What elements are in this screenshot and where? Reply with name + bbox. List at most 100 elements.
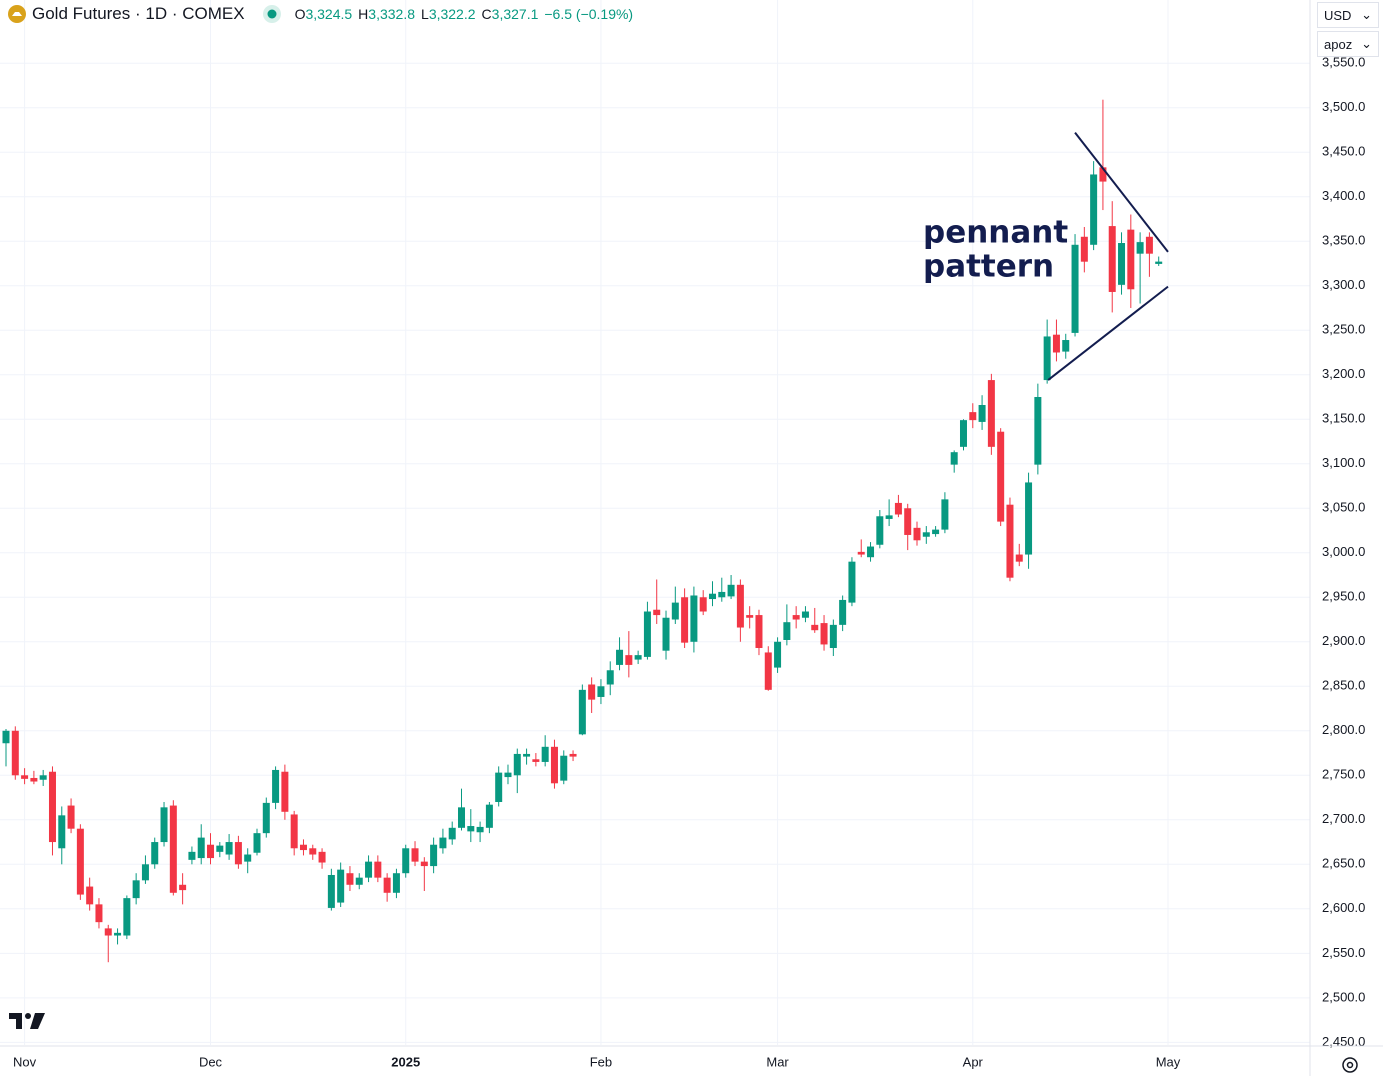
candle-body xyxy=(365,861,373,878)
candle-body xyxy=(439,837,447,849)
candle-body xyxy=(653,609,661,616)
candle-body xyxy=(616,649,624,665)
candle-body xyxy=(123,898,131,936)
candle-body xyxy=(411,848,419,862)
y-tick-label: 2,800.0 xyxy=(1322,722,1365,737)
candle-body xyxy=(1034,396,1042,465)
candle-body xyxy=(783,622,791,640)
candle-body xyxy=(792,615,800,620)
candle-body xyxy=(114,932,122,936)
candle-body xyxy=(885,515,893,519)
candle-body xyxy=(1080,236,1088,262)
candle-body xyxy=(430,844,438,867)
unit: apoz xyxy=(1324,36,1353,52)
ohlc-key: L xyxy=(421,6,429,22)
candle-body xyxy=(987,380,995,447)
y-tick-label: 2,450.0 xyxy=(1322,1034,1365,1049)
header: Gold Futures · 1D · COMEX O3,324.5 H3,332… xyxy=(8,4,633,24)
y-tick-label: 3,050.0 xyxy=(1322,500,1365,515)
y-tick-label: 2,700.0 xyxy=(1322,811,1365,826)
candle-body xyxy=(959,420,967,447)
x-tick-label: Feb xyxy=(590,1054,612,1069)
x-tick-label: Nov xyxy=(13,1054,37,1069)
annotation: pennant xyxy=(923,215,1068,251)
y-tick-label: 2,500.0 xyxy=(1322,989,1365,1004)
candle-body xyxy=(578,689,586,735)
candle-body xyxy=(1118,243,1126,285)
candle-body xyxy=(207,844,215,859)
candle-body xyxy=(541,746,549,762)
candle-body xyxy=(179,884,187,891)
candle-body xyxy=(913,527,921,541)
x-tick-label: Mar xyxy=(766,1054,789,1069)
x-tick-label: Apr xyxy=(963,1054,984,1069)
trendline xyxy=(1047,285,1169,381)
y-tick-label: 2,950.0 xyxy=(1322,589,1365,604)
candle-body xyxy=(681,597,689,643)
candle-body xyxy=(337,869,345,903)
candle-body xyxy=(485,804,493,828)
ohlc-item: H3,332.8 xyxy=(358,6,415,22)
status-dot xyxy=(262,5,281,23)
candle-body xyxy=(467,826,475,832)
ohlc: O3,324.5 H3,332.8 L3,322.2 C3,327.1 xyxy=(295,6,539,22)
y-tick-label: 2,650.0 xyxy=(1322,856,1365,871)
candle-body xyxy=(458,807,466,828)
settings-icon[interactable] xyxy=(1340,1055,1360,1075)
candle-body xyxy=(39,775,47,780)
currency-select[interactable]: USD ⌄ xyxy=(1317,2,1379,28)
unit-select[interactable]: apoz ⌄ xyxy=(1317,31,1379,57)
candle-body xyxy=(997,431,1005,522)
candle-body xyxy=(848,561,856,603)
candle-body xyxy=(58,815,66,849)
candle-body xyxy=(755,615,763,649)
candle-body xyxy=(811,624,819,631)
candle-body xyxy=(532,759,540,762)
candle-body xyxy=(513,753,521,776)
symbol-icon xyxy=(8,5,26,23)
candle-body xyxy=(941,499,949,530)
y-tick-label: 3,150.0 xyxy=(1322,411,1365,426)
symbol[interactable]: Gold Futures · 1D · COMEX xyxy=(32,4,245,23)
candle-body xyxy=(699,597,707,612)
candle-body xyxy=(1052,334,1060,353)
ohlc-key: C xyxy=(481,6,492,22)
y-tick-label: 3,400.0 xyxy=(1322,188,1365,203)
candle-body xyxy=(188,851,196,860)
candle-body xyxy=(30,777,38,782)
candle-body xyxy=(318,851,326,863)
candle-body xyxy=(21,775,29,779)
candle-body xyxy=(718,591,726,598)
candle-body xyxy=(355,877,363,885)
ohlc-item: C3,327.1 xyxy=(482,6,539,22)
candle-body xyxy=(634,655,642,660)
candle-body xyxy=(1145,236,1153,254)
candle-body xyxy=(569,753,577,757)
candle-body xyxy=(476,826,484,833)
candle-body xyxy=(1062,340,1070,352)
candle-body xyxy=(76,828,84,895)
candle-body xyxy=(829,624,837,649)
candle-body xyxy=(560,755,568,781)
candle-body xyxy=(327,874,335,908)
candle-body xyxy=(978,405,986,422)
candle-body xyxy=(904,508,912,535)
candle-body xyxy=(969,412,977,421)
candle-body xyxy=(2,730,10,744)
y-tick-label: 3,200.0 xyxy=(1322,366,1365,381)
candle-body xyxy=(1090,174,1098,245)
x-tick-label: 2025 xyxy=(391,1054,420,1069)
candle-body xyxy=(104,928,112,936)
candle-body xyxy=(290,814,298,849)
candle-body xyxy=(151,842,159,865)
candle-body xyxy=(1136,242,1144,254)
y-tick-label: 3,000.0 xyxy=(1322,544,1365,559)
candle-body xyxy=(839,599,847,625)
candle-body xyxy=(374,861,382,878)
candle-body xyxy=(48,771,56,843)
y-tick-label: 3,500.0 xyxy=(1322,99,1365,114)
candle-body xyxy=(625,655,633,665)
candle-body xyxy=(262,802,270,834)
candle-body xyxy=(894,502,902,515)
